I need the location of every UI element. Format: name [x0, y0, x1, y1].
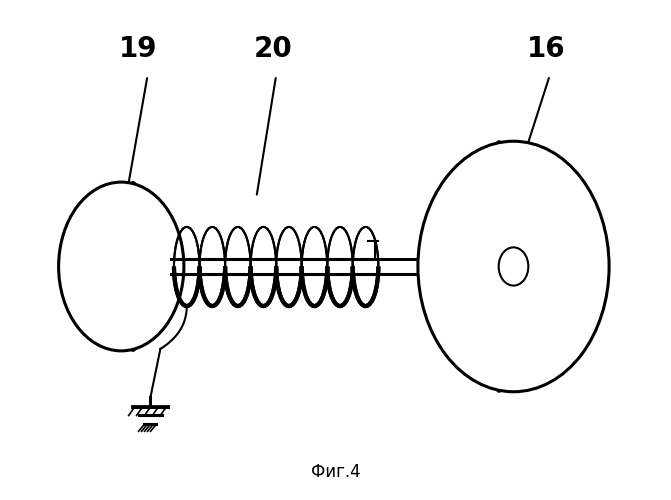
Ellipse shape	[499, 248, 528, 286]
Ellipse shape	[58, 182, 184, 351]
Text: 20: 20	[254, 36, 293, 64]
Ellipse shape	[493, 141, 517, 392]
Text: Фиг.4: Фиг.4	[311, 463, 360, 481]
Ellipse shape	[117, 182, 138, 351]
Text: 16: 16	[527, 36, 566, 64]
Ellipse shape	[418, 141, 609, 392]
Text: 19: 19	[119, 36, 157, 64]
